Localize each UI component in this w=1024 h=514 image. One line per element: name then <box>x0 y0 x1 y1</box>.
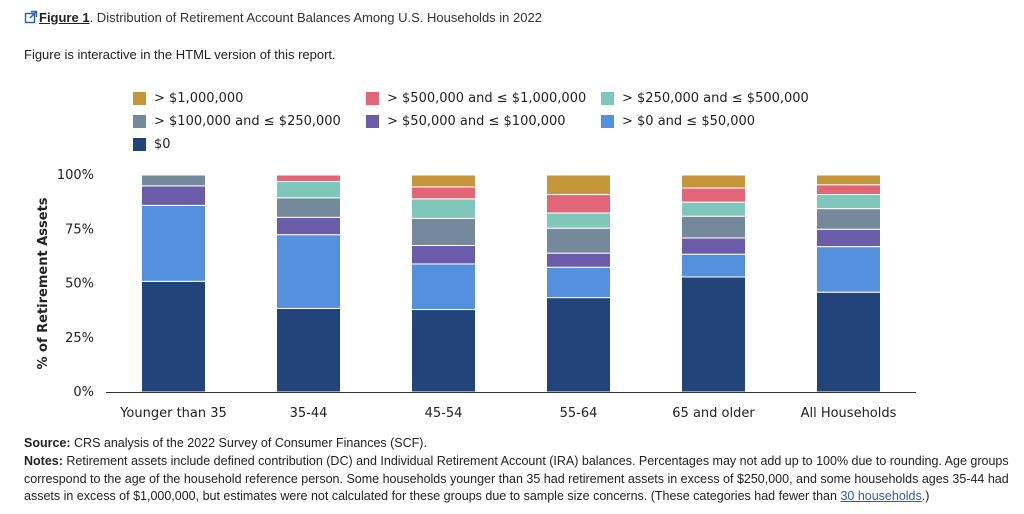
x-tick-label: 65 and older <box>672 406 755 421</box>
bar-segment <box>141 280 206 393</box>
notes-end: .) <box>921 489 930 503</box>
legend-item[interactable]: > $100,000 and ≤ $250,000 <box>133 114 341 129</box>
legend-label: > $50,000 and ≤ $100,000 <box>387 114 566 129</box>
legend-item[interactable]: > $250,000 and ≤ $500,000 <box>601 91 809 106</box>
bar-segment <box>681 201 746 217</box>
bar-segment <box>816 246 881 293</box>
notes-text: Retirement assets include defined contri… <box>24 454 1009 503</box>
legend-swatch <box>366 92 379 105</box>
bar-segment <box>816 184 881 196</box>
bar-segment <box>681 253 746 278</box>
bar-segment <box>546 252 611 268</box>
legend-swatch <box>133 115 146 128</box>
bar-segment <box>681 215 746 239</box>
x-tick-label: 45-54 <box>425 406 463 421</box>
bar-segment <box>411 263 476 311</box>
notes: Notes: Retirement assets include defined… <box>24 453 1016 506</box>
y-tick-label: 50% <box>65 277 94 292</box>
bar-segment <box>681 187 746 203</box>
bar-segment <box>681 276 746 393</box>
bar-segment <box>816 228 881 248</box>
bar-segment <box>411 309 476 393</box>
bar-segment <box>141 185 206 206</box>
x-tick-label: 55-64 <box>560 406 598 421</box>
bar-segment <box>411 217 476 247</box>
legend-swatch <box>133 92 146 105</box>
figure-title: Figure 1. Distribution of Retirement Acc… <box>24 10 542 25</box>
y-tick-label: 75% <box>65 222 94 237</box>
legend-swatch <box>601 92 614 105</box>
legend-swatch <box>601 115 614 128</box>
legend-item[interactable]: > $1,000,000 <box>133 91 243 106</box>
y-tick-label: 0% <box>73 385 94 400</box>
stacked-bar-chart: 0% 25% 50% 75% 100% % of Retirement Assets You… <box>36 168 916 421</box>
bar-segment <box>546 266 611 299</box>
legend-label: > $250,000 and ≤ $500,000 <box>622 91 809 106</box>
legend-label: $0 <box>154 137 171 152</box>
bar-segment <box>411 174 476 188</box>
legend-item[interactable]: > $500,000 and ≤ $1,000,000 <box>366 91 586 106</box>
bar-segment <box>546 227 611 254</box>
notes-label: Notes: <box>24 454 63 468</box>
bar-segment <box>546 194 611 214</box>
legend-swatch <box>366 115 379 128</box>
source-text: CRS analysis of the 2022 Survey of Consu… <box>70 436 427 450</box>
bar-segment <box>276 234 341 309</box>
bar-segment <box>141 204 206 282</box>
bar-segment <box>411 245 476 265</box>
bar-segment <box>816 174 881 186</box>
interactive-note: Figure is interactive in the HTML versio… <box>24 47 336 62</box>
bar-segment <box>816 208 881 230</box>
bar-segment <box>816 291 881 393</box>
y-tick-label: 25% <box>65 331 94 346</box>
bar-segment <box>681 174 746 189</box>
bar-segment <box>411 198 476 219</box>
y-tick-label: 100% <box>57 168 94 183</box>
bar-segment <box>411 186 476 200</box>
bar-segment <box>546 212 611 229</box>
legend-label: > $100,000 and ≤ $250,000 <box>154 114 341 129</box>
legend-item[interactable]: > $0 and ≤ $50,000 <box>601 114 755 129</box>
bar-segment <box>141 174 206 187</box>
legend-item[interactable]: > $50,000 and ≤ $100,000 <box>366 114 566 129</box>
legend-item[interactable]: $0 <box>133 137 171 152</box>
legend-label: > $0 and ≤ $50,000 <box>622 114 756 129</box>
legend-swatch <box>133 138 146 151</box>
legend-label: > $1,000,000 <box>154 91 244 106</box>
source-note: Source: CRS analysis of the 2022 Survey … <box>24 435 1016 453</box>
bar-segment <box>276 197 341 218</box>
bar-segment <box>276 181 341 199</box>
bar-segment <box>816 194 881 210</box>
figure-title-text: . Distribution of Retirement Account Bal… <box>89 10 542 25</box>
legend-label: > $500,000 and ≤ $1,000,000 <box>387 91 587 106</box>
bar-segment <box>276 307 341 393</box>
bar-segment <box>546 174 611 196</box>
external-link-icon[interactable] <box>24 10 38 24</box>
bar-segment <box>681 237 746 255</box>
households-link[interactable]: 30 households <box>840 489 922 503</box>
x-tick-label: 35-44 <box>290 406 328 421</box>
figure-label[interactable]: Figure 1 <box>39 10 90 25</box>
source-label: Source: <box>24 436 71 450</box>
bar-segment <box>276 174 341 183</box>
x-tick-label: All Households <box>801 406 897 421</box>
y-axis-title: % of Retirement Assets <box>36 197 51 369</box>
x-tick-label: Younger than 35 <box>119 406 227 421</box>
bar-segment <box>276 216 341 236</box>
bar-segment <box>546 297 611 393</box>
